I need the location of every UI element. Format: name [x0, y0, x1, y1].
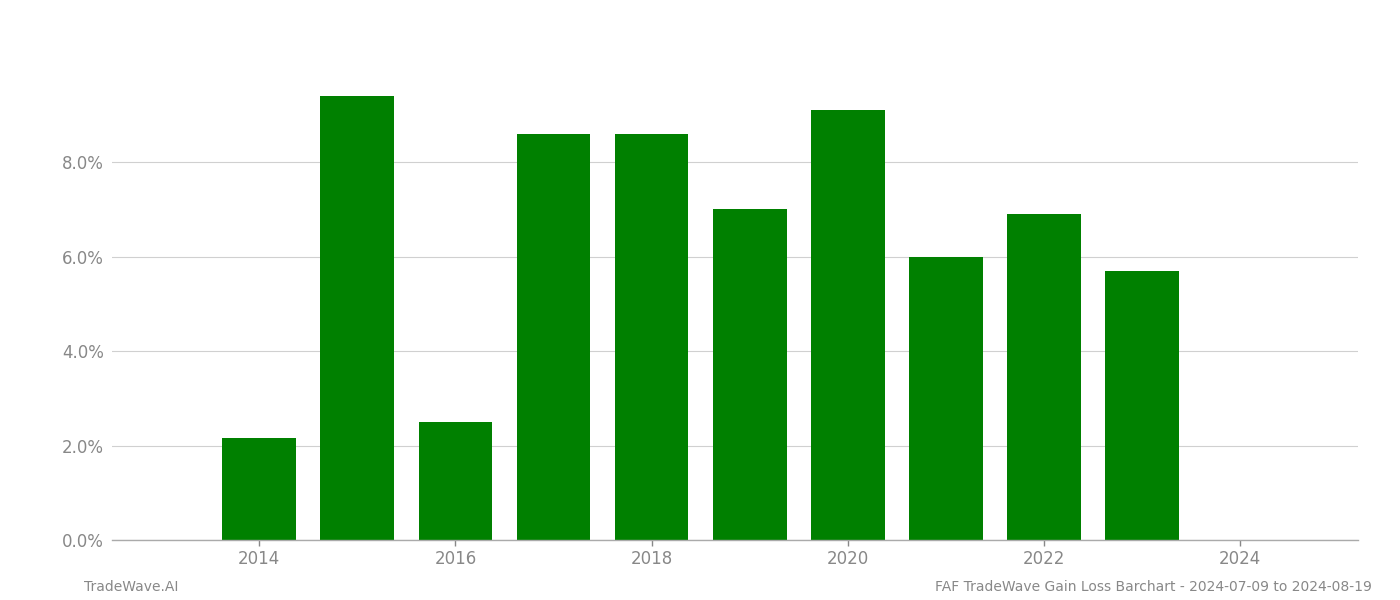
Bar [1106, 271, 1179, 540]
Bar [419, 422, 493, 540]
Bar [615, 134, 689, 540]
Bar [321, 96, 393, 540]
Bar [517, 134, 591, 540]
Text: TradeWave.AI: TradeWave.AI [84, 580, 178, 594]
Text: FAF TradeWave Gain Loss Barchart - 2024-07-09 to 2024-08-19: FAF TradeWave Gain Loss Barchart - 2024-… [935, 580, 1372, 594]
Bar [909, 257, 983, 540]
Bar [811, 110, 885, 540]
Bar [713, 209, 787, 540]
Bar [1007, 214, 1081, 540]
Bar [223, 439, 295, 540]
